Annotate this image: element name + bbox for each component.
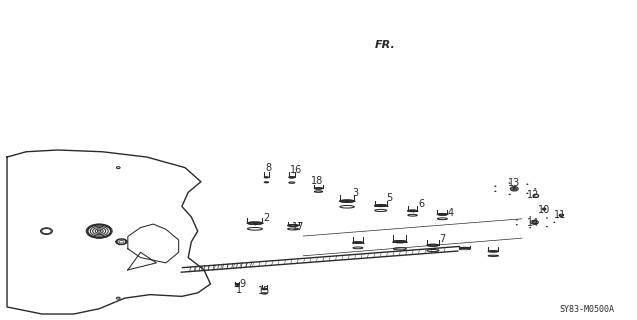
Text: 9: 9 (239, 279, 245, 289)
Text: 4: 4 (448, 208, 454, 218)
Text: 15: 15 (258, 286, 271, 296)
Text: 8: 8 (266, 163, 272, 172)
Text: 10: 10 (538, 204, 550, 215)
Text: SY83-M0500A: SY83-M0500A (559, 305, 614, 314)
Text: 12: 12 (527, 190, 540, 201)
Text: 3: 3 (352, 188, 359, 198)
Text: 1: 1 (236, 285, 242, 295)
Text: FR.: FR. (375, 40, 396, 50)
Text: 2: 2 (263, 213, 269, 223)
Text: 16: 16 (290, 165, 303, 175)
Text: 7: 7 (440, 234, 445, 244)
Text: 18: 18 (311, 176, 324, 186)
Text: 17: 17 (292, 222, 304, 232)
Text: 11: 11 (554, 210, 566, 220)
Text: 13: 13 (508, 178, 520, 188)
Text: 14: 14 (527, 218, 540, 228)
Text: 5: 5 (387, 193, 393, 203)
Text: 6: 6 (419, 199, 424, 209)
